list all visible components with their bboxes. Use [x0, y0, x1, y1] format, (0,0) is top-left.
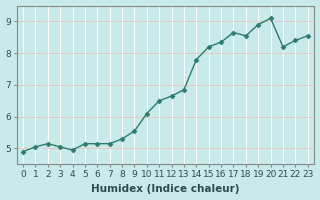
- X-axis label: Humidex (Indice chaleur): Humidex (Indice chaleur): [91, 184, 240, 194]
